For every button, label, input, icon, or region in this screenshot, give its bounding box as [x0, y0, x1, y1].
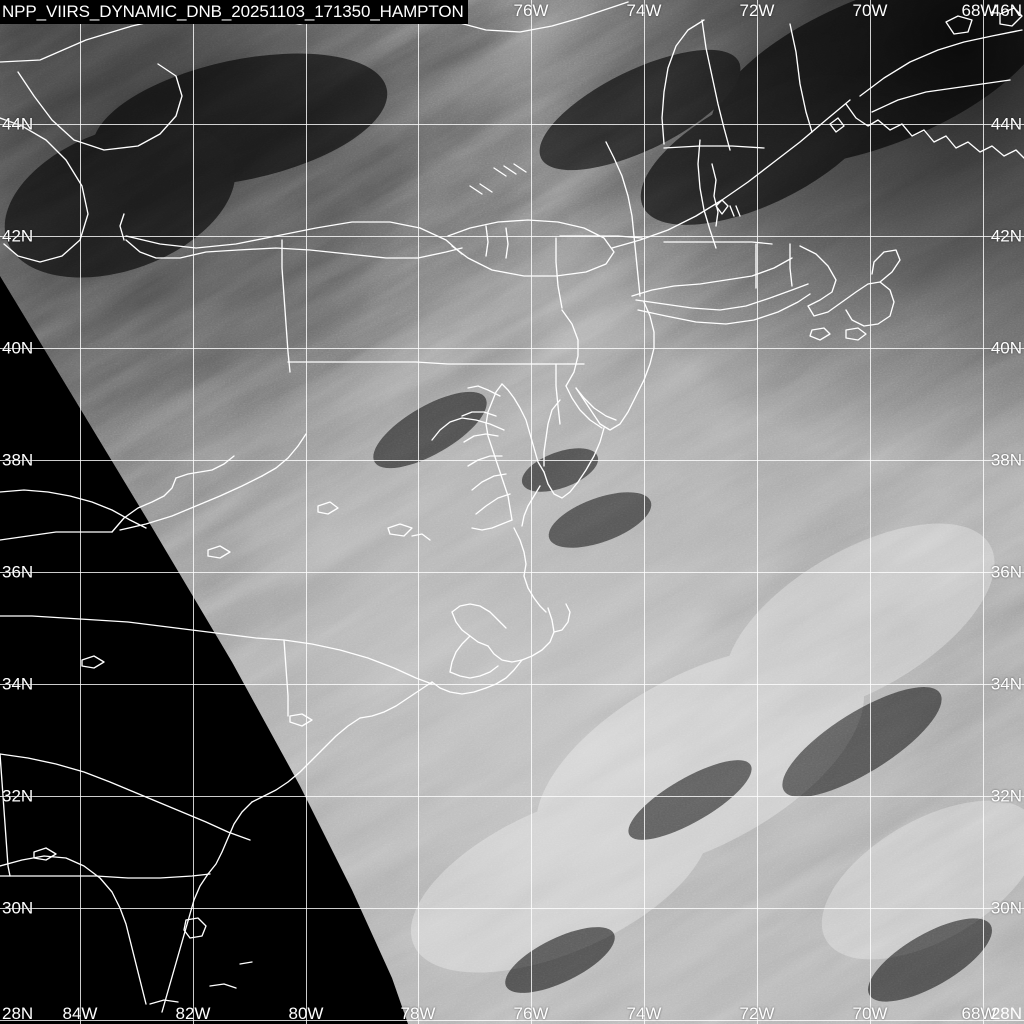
lon-label-bottom-84w: 84W: [62, 1004, 98, 1023]
lon-label-bottom-74w: 74W: [626, 1004, 662, 1023]
corner-label-bottom-right: 28N: [990, 1004, 1022, 1023]
lat-label-right-44n: 44N: [990, 114, 1022, 134]
lat-label-right-32n: 32N: [990, 786, 1022, 806]
lon-label-bottom-80w: 80W: [288, 1004, 324, 1023]
lon-label-top-76w: 76W: [513, 1, 549, 20]
lat-label-left-30n: 30N: [2, 898, 34, 918]
lon-label-top-70w: 70W: [852, 1, 888, 20]
lon-label-top-72w: 72W: [739, 1, 775, 20]
lat-label-left-42n: 42N: [2, 226, 34, 246]
lat-label-right-40n: 40N: [990, 338, 1022, 358]
lat-label-left-38n: 38N: [2, 450, 34, 470]
corner-label-top-right: 46N: [990, 1, 1022, 20]
product-title-banner: NPP_VIIRS_DYNAMIC_DNB_20251103_171350_HA…: [0, 0, 468, 24]
lat-label-left-44n: 44N: [2, 114, 34, 134]
lat-label-right-38n: 38N: [990, 450, 1022, 470]
lon-label-top-68w: 68W: [961, 1, 997, 20]
lat-label-right-34n: 34N: [990, 674, 1022, 694]
lon-label-bottom-68w: 68W: [961, 1004, 997, 1023]
lat-label-left-40n: 40N: [2, 338, 34, 358]
lon-label-bottom-72w: 72W: [739, 1004, 775, 1023]
lat-label-right-42n: 42N: [990, 226, 1022, 246]
lon-label-bottom-78w: 78W: [400, 1004, 436, 1023]
lat-label-left-34n: 34N: [2, 674, 34, 694]
lon-label-bottom-76w: 76W: [513, 1004, 549, 1023]
lon-label-bottom-70w: 70W: [852, 1004, 888, 1023]
lon-label-bottom-82w: 82W: [175, 1004, 211, 1023]
corner-label-bottom-left: 28N: [2, 1004, 34, 1023]
lat-label-left-36n: 36N: [2, 562, 34, 582]
lat-label-left-32n: 32N: [2, 786, 34, 806]
lat-label-right-36n: 36N: [990, 562, 1022, 582]
lon-label-top-74w: 74W: [626, 1, 662, 20]
lat-label-right-30n: 30N: [990, 898, 1022, 918]
